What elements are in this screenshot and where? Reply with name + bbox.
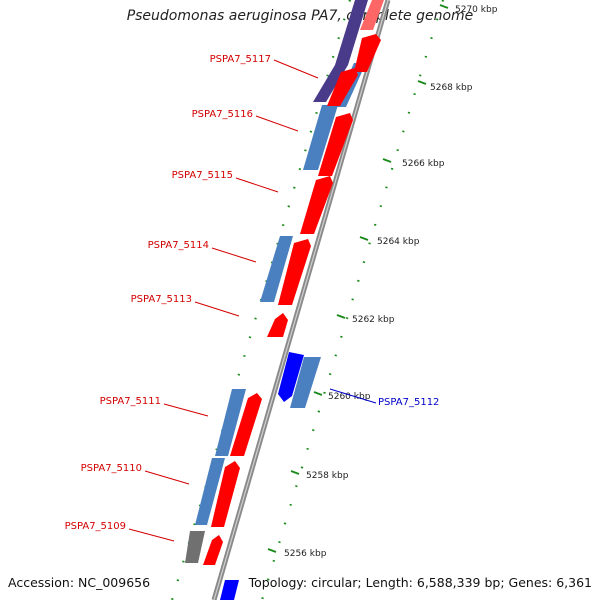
cds-arrows: [203, 0, 384, 565]
ruler-ticks: 5256 kbp 5258 kbp 5260 kbp 5262 kbp 5264…: [267, 4, 498, 559]
ruler-dot: [317, 410, 321, 413]
ruler-tick-5270: 5270 kbp: [439, 4, 498, 15]
outer-ruler-dots: [261, 0, 445, 600]
gene-label-PSPA7_5112[interactable]: PSPA7_5112: [378, 397, 439, 408]
ruler-dot: [418, 74, 422, 77]
ruler-dot: [334, 354, 338, 357]
gene-label-PSPA7_5117[interactable]: PSPA7_5117: [210, 54, 271, 65]
ruler-dot: [351, 298, 354, 301]
gene-label-PSPA7_5116[interactable]: PSPA7_5116: [192, 109, 253, 120]
ruler-dot: [441, 0, 445, 2]
cog-block: [290, 357, 321, 408]
ruler-dot: [407, 111, 411, 114]
cog-block: [215, 389, 246, 456]
cog-block: [185, 531, 205, 563]
cds-arrow: [230, 393, 262, 456]
cds-arrow: [354, 34, 381, 72]
svg-text:5264 kbp: 5264 kbp: [377, 237, 420, 247]
ruler-dot: [300, 466, 304, 469]
cds-arrow: [327, 68, 358, 106]
cds-arrow: [203, 535, 223, 565]
ruler-tick-5262: 5262 kbp: [336, 314, 395, 325]
cog-blocks: [185, 0, 368, 600]
gene-label-PSPA7_5109[interactable]: PSPA7_5109: [65, 521, 126, 532]
ruler-dot: [348, 0, 352, 2]
cds-arrow: [318, 113, 353, 176]
ruler-tick-5266: 5266 kbp: [382, 158, 445, 169]
ruler-dot: [261, 597, 264, 600]
accession-text: Accession: NC_009656: [8, 575, 151, 590]
cog-block: [220, 580, 239, 600]
ruler-tick-5256: 5256 kbp: [267, 548, 327, 559]
ruler-dot: [248, 336, 252, 339]
ruler-dot: [345, 317, 349, 320]
ruler-dot: [176, 579, 180, 582]
gene-labels: PSPA7_5117 PSPA7_5116 PSPA7_5115 PSPA7_5…: [65, 54, 440, 532]
ruler-dot: [342, 18, 346, 21]
ruler-dot: [287, 205, 291, 208]
ruler-dot: [402, 130, 405, 133]
svg-text:5260 kbp: 5260 kbp: [328, 392, 371, 402]
ruler-dot: [298, 167, 302, 171]
cds-arrow: [360, 0, 384, 30]
cog-block: [303, 105, 338, 170]
cog-block: [313, 65, 348, 102]
gene-label-PSPA7_5113[interactable]: PSPA7_5113: [131, 294, 192, 305]
ruler-tick-5260: 5260 kbp: [313, 391, 371, 402]
cog-block: [195, 458, 225, 525]
ruler-dot: [424, 55, 428, 58]
ruler-dot: [309, 130, 313, 133]
gene-label-PSPA7_5114[interactable]: PSPA7_5114: [148, 240, 209, 251]
svg-text:5258 kbp: 5258 kbp: [306, 471, 349, 481]
backbone: [211, 0, 391, 600]
svg-text:5266 kbp: 5266 kbp: [402, 159, 445, 169]
ruler-tick-5268: 5268 kbp: [417, 80, 473, 93]
cds-arrow: [278, 352, 304, 402]
ruler-dot: [278, 541, 281, 544]
topology-text: Topology: circular; Length: 6,588,339 bp…: [248, 575, 592, 590]
gene-label-PSPA7_5115[interactable]: PSPA7_5115: [172, 170, 233, 181]
cds-arrow: [278, 239, 311, 305]
gene-label-PSPA7_5111[interactable]: PSPA7_5111: [100, 396, 161, 407]
ruler-dot: [283, 522, 287, 525]
cog-block: [335, 0, 368, 65]
ruler-dot: [328, 373, 332, 376]
ruler-dot: [368, 242, 371, 245]
ruler-dot: [435, 18, 439, 21]
ruler-dot: [362, 261, 366, 264]
ruler-dot: [385, 186, 388, 189]
ruler-tick-5258: 5258 kbp: [290, 470, 349, 481]
ruler-dot: [311, 429, 315, 432]
svg-text:5256 kbp: 5256 kbp: [284, 549, 327, 559]
svg-text:5262 kbp: 5262 kbp: [352, 315, 395, 325]
ruler-tick-5264: 5264 kbp: [359, 236, 420, 247]
ruler-dot: [331, 55, 335, 58]
gene-leader-lines: [128, 59, 377, 542]
gene-label-PSPA7_5110[interactable]: PSPA7_5110: [81, 463, 142, 474]
ruler-dot: [237, 373, 241, 376]
cog-block: [260, 236, 293, 302]
cds-arrow: [300, 176, 333, 234]
cds-arrow: [211, 461, 240, 527]
ruler-dot: [295, 485, 298, 488]
svg-text:5268 kbp: 5268 kbp: [430, 83, 473, 93]
cds-arrow: [267, 313, 288, 337]
svg-text:5270 kbp: 5270 kbp: [455, 5, 498, 15]
